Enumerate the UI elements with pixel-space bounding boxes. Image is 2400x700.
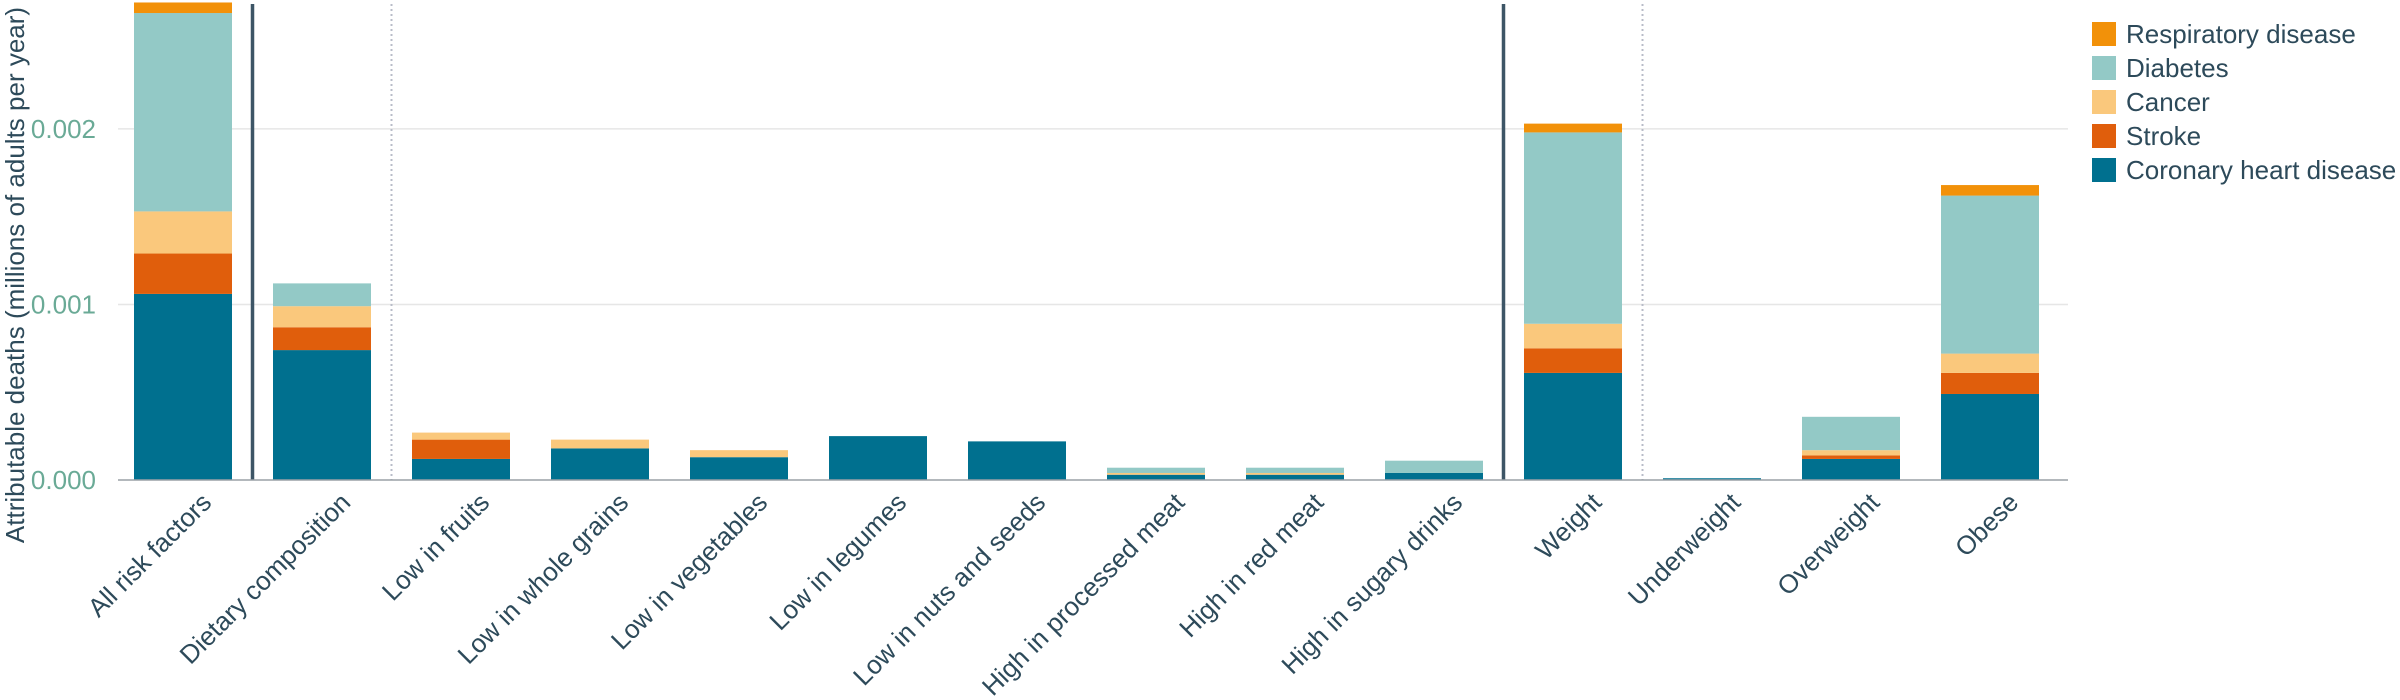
legend-swatch <box>2092 90 2116 114</box>
legend-swatch <box>2092 158 2116 182</box>
group-separators <box>250 4 1644 480</box>
grid-lines <box>118 128 2068 306</box>
bar-stack <box>829 436 927 480</box>
x-tick-label: Low in fruits <box>376 487 495 606</box>
bar-segment-coronary-heart-disease <box>551 448 649 480</box>
legend-item: Diabetes <box>2092 53 2229 83</box>
bar-segment-cancer <box>1524 323 1622 349</box>
y-axis-label: Attributable deaths (millions of adults … <box>0 7 30 543</box>
bar-segment-coronary-heart-disease <box>412 458 510 480</box>
bar-segment-diabetes <box>134 13 232 212</box>
legend-item: Respiratory disease <box>2092 19 2356 49</box>
bar-stack <box>551 439 649 480</box>
bar-segment-coronary-heart-disease <box>273 350 371 480</box>
bar-segment-coronary-heart-disease <box>1107 474 1205 480</box>
bar-segment-coronary-heart-disease <box>1941 393 2039 480</box>
legend-item: Coronary heart disease <box>2092 155 2396 185</box>
bar-segment-respiratory-disease <box>1524 123 1622 133</box>
bar-segment-coronary-heart-disease <box>1663 478 1761 480</box>
bar-segment-cancer <box>1107 472 1205 475</box>
bar-stack <box>1524 123 1622 480</box>
bars <box>134 2 2039 480</box>
bar-segment-cancer <box>273 306 371 328</box>
bar-segment-diabetes <box>1107 467 1205 473</box>
bar-stack <box>1663 478 1761 480</box>
x-tick-label: High in red meat <box>1173 486 1330 643</box>
bar-segment-stroke <box>1941 372 2039 394</box>
x-tick-label: Low in legumes <box>763 487 912 636</box>
bar-segment-stroke <box>134 253 232 294</box>
bar-segment-cancer <box>1246 472 1344 475</box>
legend-label: Diabetes <box>2126 53 2229 83</box>
bar-stack <box>1107 467 1205 480</box>
legend-item: Cancer <box>2092 87 2210 117</box>
bar-stack <box>273 283 371 480</box>
bar-segment-diabetes <box>1246 467 1344 473</box>
bar-stack <box>1385 460 1483 480</box>
bar-segment-coronary-heart-disease <box>690 457 788 480</box>
bar-segment-diabetes <box>1524 132 1622 324</box>
bar-stack <box>1246 467 1344 480</box>
x-tick-label: Overweight <box>1771 486 1886 601</box>
bar-stack <box>1941 185 2039 480</box>
x-tick-label: Obese <box>1949 487 2024 562</box>
legend-swatch <box>2092 22 2116 46</box>
bar-segment-coronary-heart-disease <box>1385 472 1483 480</box>
y-tick-label: 0.000 <box>31 465 96 495</box>
bar-segment-coronary-heart-disease <box>1524 372 1622 480</box>
bar-segment-diabetes <box>1802 416 1900 451</box>
bar-segment-cancer <box>690 450 788 458</box>
bar-stack <box>690 450 788 480</box>
bar-segment-cancer <box>1941 353 2039 373</box>
x-tick-label: Underweight <box>1622 486 1747 611</box>
bar-segment-cancer <box>134 211 232 254</box>
bar-segment-coronary-heart-disease <box>1246 474 1344 480</box>
bar-segment-diabetes <box>273 283 371 307</box>
bar-segment-coronary-heart-disease <box>829 436 927 480</box>
bar-segment-cancer <box>1802 450 1900 456</box>
legend-label: Cancer <box>2126 87 2210 117</box>
legend: Respiratory disease Diabetes Cancer Stroke C… <box>2092 19 2396 185</box>
bar-segment-diabetes <box>1385 460 1483 473</box>
legend-label: Stroke <box>2126 121 2201 151</box>
bar-segment-cancer <box>551 439 649 449</box>
bar-segment-respiratory-disease <box>1941 185 2039 196</box>
bar-segment-coronary-heart-disease <box>1802 458 1900 480</box>
bar-segment-stroke <box>1524 348 1622 373</box>
bar-segment-coronary-heart-disease <box>968 441 1066 480</box>
legend-item: Stroke <box>2092 121 2201 151</box>
bar-stack <box>968 441 1066 480</box>
legend-swatch <box>2092 124 2116 148</box>
y-tick-label: 0.002 <box>31 114 96 144</box>
legend-label: Coronary heart disease <box>2126 155 2396 185</box>
legend-label: Respiratory disease <box>2126 19 2356 49</box>
bar-segment-diabetes <box>1941 195 2039 354</box>
bar-segment-stroke <box>1802 455 1900 459</box>
bar-segment-coronary-heart-disease <box>134 293 232 480</box>
x-tick-label: Weight <box>1529 486 1608 565</box>
bar-segment-cancer <box>412 432 510 440</box>
bar-stack <box>1802 416 1900 480</box>
y-tick-label: 0.001 <box>31 289 96 319</box>
bar-stack <box>134 2 232 480</box>
bar-stack <box>412 432 510 480</box>
x-tick-label: All risk factors <box>82 487 218 623</box>
legend-swatch <box>2092 56 2116 80</box>
bar-segment-stroke <box>273 327 371 351</box>
bar-segment-respiratory-disease <box>134 2 232 14</box>
bar-segment-stroke <box>412 439 510 459</box>
